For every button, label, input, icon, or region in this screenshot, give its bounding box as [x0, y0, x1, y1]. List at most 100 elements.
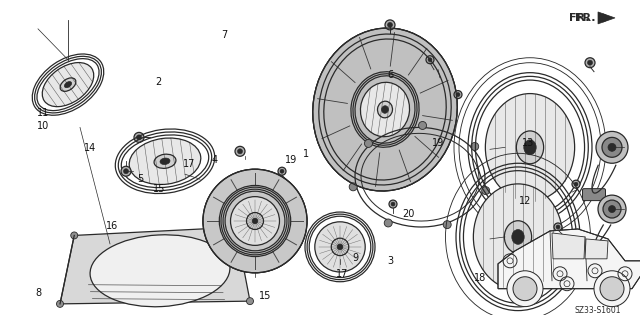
- Text: FR.: FR.: [575, 13, 595, 23]
- Circle shape: [419, 121, 426, 130]
- Ellipse shape: [504, 221, 532, 253]
- Circle shape: [603, 200, 621, 218]
- Ellipse shape: [154, 154, 176, 168]
- Circle shape: [556, 225, 560, 229]
- Circle shape: [572, 180, 580, 188]
- Circle shape: [507, 271, 543, 307]
- Circle shape: [443, 221, 451, 229]
- Circle shape: [252, 218, 258, 224]
- Ellipse shape: [42, 63, 93, 107]
- Circle shape: [391, 202, 395, 206]
- Text: 10: 10: [37, 121, 50, 131]
- Circle shape: [337, 244, 343, 250]
- Circle shape: [56, 301, 63, 307]
- Circle shape: [428, 58, 432, 62]
- Circle shape: [513, 277, 537, 301]
- Ellipse shape: [129, 138, 201, 185]
- Circle shape: [278, 167, 286, 175]
- Ellipse shape: [516, 131, 543, 164]
- Circle shape: [385, 20, 395, 30]
- Circle shape: [230, 197, 280, 245]
- Circle shape: [246, 213, 264, 229]
- Circle shape: [598, 195, 626, 223]
- FancyBboxPatch shape: [586, 243, 607, 254]
- Ellipse shape: [474, 184, 563, 290]
- Circle shape: [349, 183, 357, 191]
- Circle shape: [554, 223, 562, 231]
- Polygon shape: [552, 233, 585, 259]
- Ellipse shape: [360, 82, 410, 137]
- Text: 20: 20: [402, 209, 415, 219]
- Circle shape: [608, 143, 616, 151]
- Ellipse shape: [378, 101, 392, 118]
- Circle shape: [332, 238, 349, 256]
- Ellipse shape: [90, 235, 230, 307]
- Circle shape: [71, 232, 77, 239]
- Circle shape: [232, 224, 239, 231]
- Circle shape: [426, 56, 434, 64]
- Polygon shape: [598, 12, 615, 24]
- Circle shape: [588, 60, 593, 65]
- Circle shape: [594, 271, 630, 307]
- Circle shape: [585, 58, 595, 68]
- Circle shape: [600, 277, 624, 301]
- Text: 15: 15: [259, 291, 272, 301]
- Ellipse shape: [160, 158, 170, 165]
- Circle shape: [470, 143, 479, 150]
- Circle shape: [237, 149, 243, 154]
- FancyBboxPatch shape: [582, 189, 605, 201]
- Text: 1: 1: [303, 149, 309, 159]
- Circle shape: [121, 166, 131, 176]
- Text: 6: 6: [387, 70, 394, 81]
- Text: 18: 18: [474, 273, 486, 283]
- Circle shape: [602, 137, 622, 157]
- Text: 19: 19: [285, 155, 298, 166]
- Ellipse shape: [313, 28, 457, 191]
- Ellipse shape: [381, 106, 388, 113]
- Text: 4: 4: [211, 155, 218, 166]
- Circle shape: [315, 222, 365, 272]
- Text: 13: 13: [522, 138, 534, 148]
- Circle shape: [134, 132, 144, 142]
- Text: 9: 9: [352, 253, 358, 263]
- Circle shape: [482, 187, 490, 195]
- Text: 12: 12: [518, 196, 531, 206]
- Text: 3: 3: [387, 256, 394, 266]
- Polygon shape: [60, 227, 250, 304]
- Text: 2: 2: [156, 77, 162, 87]
- Circle shape: [456, 93, 460, 97]
- Text: 17: 17: [182, 159, 195, 168]
- Text: 7: 7: [221, 30, 227, 40]
- Circle shape: [124, 169, 129, 174]
- Text: 5: 5: [138, 174, 144, 184]
- Circle shape: [384, 219, 392, 227]
- Text: SZ33-S1601: SZ33-S1601: [575, 306, 621, 315]
- Circle shape: [609, 206, 616, 213]
- Circle shape: [235, 146, 245, 156]
- Circle shape: [136, 135, 141, 140]
- Circle shape: [203, 169, 307, 273]
- Circle shape: [389, 200, 397, 208]
- Text: 19: 19: [432, 138, 445, 148]
- Text: 17: 17: [336, 269, 349, 279]
- Text: FR.: FR.: [570, 13, 590, 23]
- Circle shape: [364, 139, 372, 148]
- Circle shape: [280, 169, 284, 173]
- Polygon shape: [585, 239, 608, 259]
- Text: 8: 8: [35, 288, 42, 298]
- Polygon shape: [498, 229, 640, 289]
- Ellipse shape: [65, 82, 72, 88]
- Circle shape: [574, 182, 578, 186]
- Ellipse shape: [512, 229, 524, 244]
- Circle shape: [454, 91, 462, 99]
- Ellipse shape: [524, 140, 536, 155]
- Ellipse shape: [60, 78, 76, 91]
- Circle shape: [596, 131, 628, 163]
- Circle shape: [246, 298, 253, 305]
- Text: 14: 14: [83, 143, 96, 153]
- Text: 16: 16: [106, 222, 118, 232]
- Text: 11: 11: [37, 108, 50, 118]
- Text: 15: 15: [152, 184, 165, 194]
- Ellipse shape: [485, 94, 575, 201]
- Circle shape: [387, 22, 392, 27]
